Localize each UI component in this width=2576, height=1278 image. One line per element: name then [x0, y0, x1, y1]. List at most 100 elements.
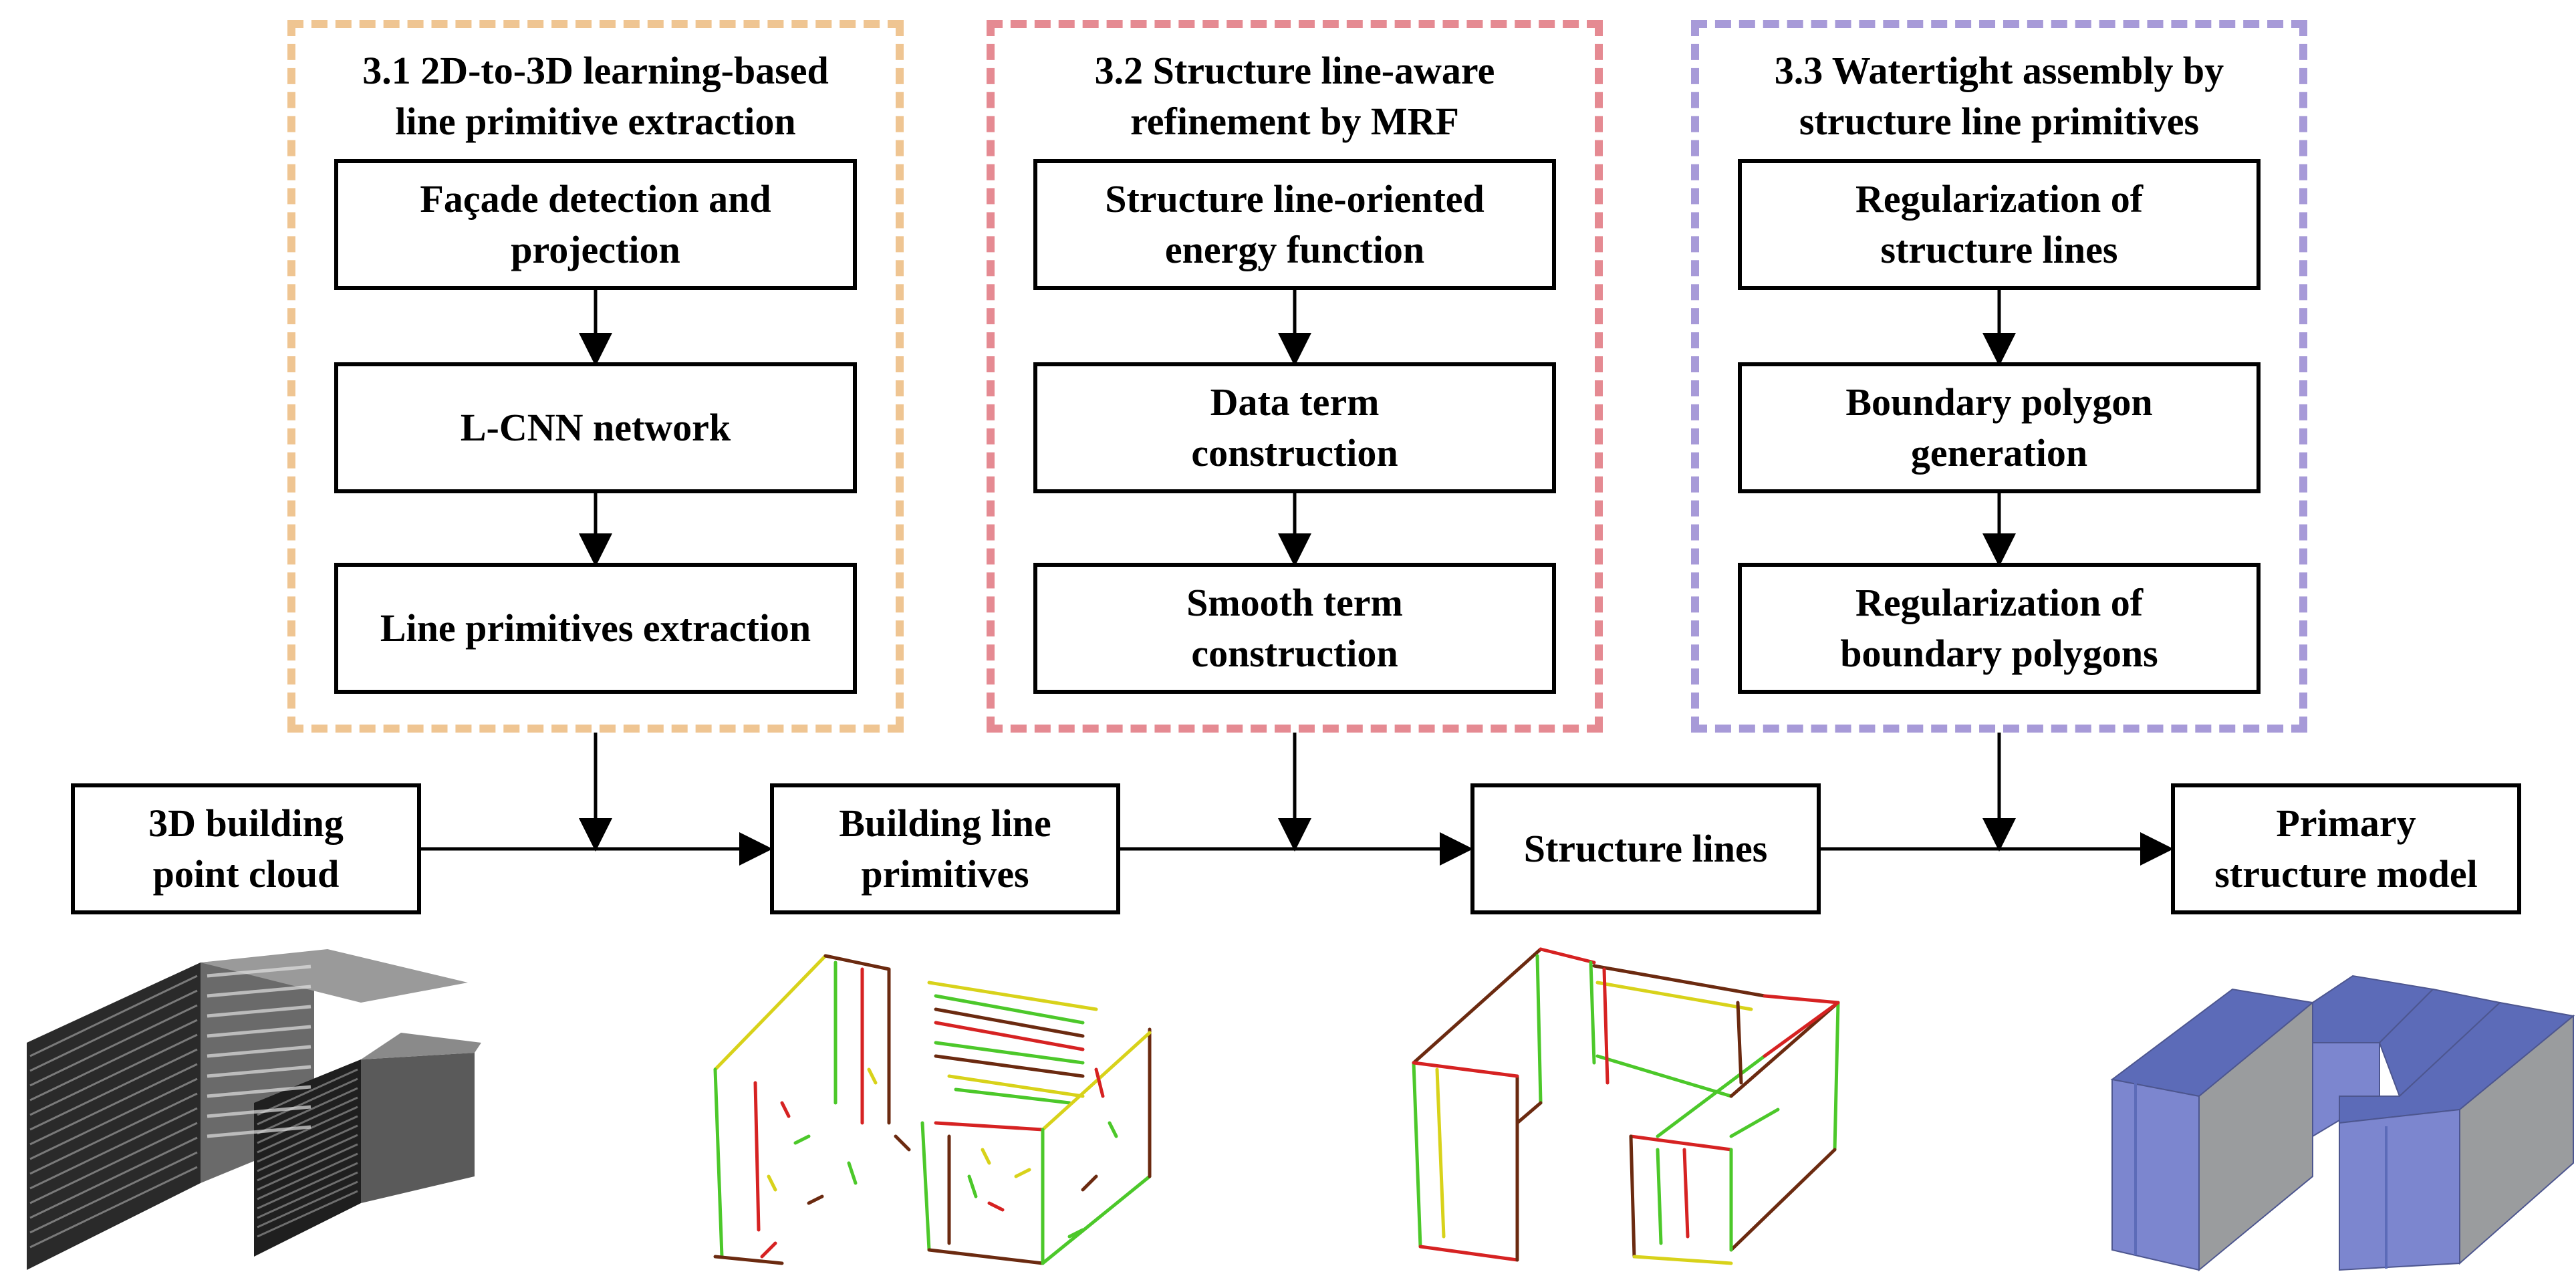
line-segment	[934, 1007, 1085, 1038]
point-row	[29, 1033, 198, 1116]
line-segment	[847, 1161, 858, 1185]
point-row	[29, 1166, 198, 1249]
structure-model-box: Primary structure model	[2171, 783, 2521, 914]
line-segment	[981, 1148, 991, 1165]
line-segment	[894, 1134, 911, 1152]
group-title: 3.3 Watertight assembly by structure lin…	[1774, 49, 2224, 143]
line-segment	[1736, 1001, 1743, 1085]
line-segment	[1833, 1001, 1840, 1152]
line-segment	[1729, 1108, 1780, 1138]
point-row	[207, 1005, 311, 1018]
line-segment	[1081, 1174, 1098, 1192]
line-segment	[1602, 967, 1609, 1085]
step-box: Regularization of structure lines	[1738, 159, 2261, 290]
line-segment	[1629, 1134, 1636, 1259]
structure-model-image	[2110, 975, 2575, 1272]
line-segment	[1632, 1255, 1733, 1265]
line-segment	[1629, 1134, 1733, 1152]
connector-arrows	[421, 290, 2174, 866]
line-segment	[1515, 1101, 1543, 1125]
point-row	[29, 1136, 198, 1219]
point-cloud-image	[27, 949, 481, 1270]
model-face	[2111, 1078, 2200, 1271]
line-segment	[1041, 1174, 1152, 1265]
line-segment	[934, 1054, 1085, 1078]
step-box: Regularization of boundary polygons	[1738, 563, 2261, 694]
line-segment	[807, 1194, 824, 1205]
line-segment	[1656, 1148, 1663, 1245]
line-segment	[713, 954, 827, 1071]
illustrations	[27, 947, 2575, 1272]
line-segment	[954, 1088, 1071, 1105]
point-cloud-face	[361, 1033, 481, 1059]
line-segment	[867, 1067, 878, 1085]
line-segment	[1595, 1054, 1733, 1098]
line-segment	[1412, 1061, 1422, 1249]
line-segment	[1041, 1031, 1152, 1132]
line-segment	[947, 1074, 1085, 1098]
line-segment	[1589, 961, 1596, 1065]
line-segment	[927, 981, 1098, 1011]
group-title: 3.2 Structure line-aware refinement by M…	[1094, 49, 1495, 143]
line-primitives-box: Building line primitives	[770, 783, 1120, 914]
line-segment	[1412, 1061, 1519, 1078]
step-box: Line primitives extraction	[334, 563, 857, 694]
point-row	[257, 1115, 358, 1163]
point-row	[29, 1151, 198, 1234]
point-row	[207, 1085, 311, 1098]
group-watertight-assembly: 3.3 Watertight assembly by structure lin…	[1691, 20, 2307, 733]
line-segment	[934, 1121, 1045, 1132]
line-segment	[934, 994, 1085, 1025]
point-cloud-box: 3D building point cloud	[71, 783, 421, 914]
step-box: Façade detection and projection	[334, 159, 857, 290]
step-box: Structure line-oriented energy function	[1033, 159, 1556, 290]
structure-lines-image	[1412, 947, 1840, 1265]
step-box: Smooth term construction	[1033, 563, 1556, 694]
point-cloud-face	[361, 1053, 475, 1203]
line-segment	[713, 1067, 724, 1259]
line-segment	[793, 1134, 811, 1145]
point-row	[207, 1045, 311, 1058]
line-segment	[1094, 1067, 1105, 1098]
point-row	[257, 1152, 358, 1200]
point-row	[207, 1105, 311, 1118]
point-row	[207, 1125, 311, 1138]
line-segment	[767, 1174, 777, 1192]
line-primitives-image	[713, 954, 1152, 1265]
line-segment	[713, 1255, 784, 1265]
point-row	[257, 1096, 358, 1144]
point-row	[257, 1143, 358, 1191]
line-segment	[823, 954, 891, 971]
point-row	[29, 1004, 198, 1087]
point-cloud-face	[27, 963, 201, 1270]
line-segment	[1682, 1148, 1690, 1239]
point-row	[257, 1087, 358, 1135]
point-row	[29, 1122, 198, 1204]
line-segment	[934, 1021, 1085, 1051]
point-cloud-face	[201, 949, 468, 1003]
point-row	[257, 1068, 358, 1116]
point-row	[29, 1019, 198, 1102]
line-segment	[1656, 1054, 1767, 1138]
point-row	[29, 1063, 198, 1146]
point-row	[29, 989, 198, 1072]
line-segment	[1763, 994, 1840, 1005]
point-row	[257, 1180, 358, 1229]
point-row	[29, 1092, 198, 1175]
line-segment	[1067, 1228, 1085, 1239]
group-title: 3.1 2D-to-3D learning-based line primiti…	[362, 49, 829, 143]
line-segment	[1592, 964, 1767, 998]
model-face	[2339, 1108, 2460, 1271]
point-row	[29, 1107, 198, 1190]
line-segment	[987, 1201, 1005, 1212]
line-segment	[753, 1081, 761, 1232]
point-row	[257, 1134, 358, 1182]
line-segment	[967, 1174, 978, 1198]
step-box: Data term construction	[1033, 362, 1556, 493]
model-face	[2459, 1014, 2574, 1265]
line-segment	[1539, 947, 1596, 965]
point-row	[207, 965, 311, 978]
point-row	[257, 1190, 358, 1238]
step-box: L-CNN network	[334, 362, 857, 493]
